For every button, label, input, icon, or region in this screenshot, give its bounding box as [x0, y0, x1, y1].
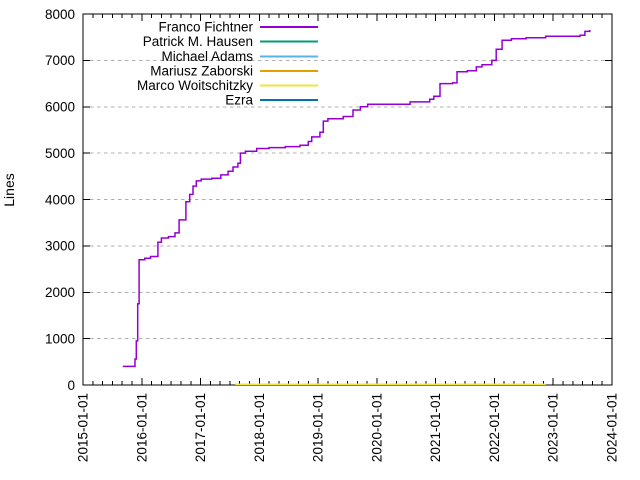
legend-label: Ezra [225, 93, 253, 108]
y-tick-label: 0 [67, 378, 75, 393]
legend-label: Marco Woitschitzky [137, 78, 253, 93]
y-tick-label: 2000 [45, 285, 75, 300]
legend-label: Franco Fichtner [158, 20, 253, 35]
x-tick-label: 2021-01-01 [428, 393, 443, 462]
x-tick-label: 2024-01-01 [605, 393, 620, 462]
legend-label: Mariusz Zaborski [150, 64, 253, 79]
legend-label: Patrick M. Hausen [143, 34, 253, 49]
x-tick-label: 2015-01-01 [76, 393, 91, 462]
x-tick-label: 2019-01-01 [311, 393, 326, 462]
legend: Franco Fichtner Patrick M. Hausen Michae… [137, 20, 318, 108]
y-tick-label: 6000 [45, 100, 75, 115]
y-tick-label: 4000 [45, 192, 75, 207]
x-tick-label: 2020-01-01 [369, 393, 384, 462]
y-tick-label: 1000 [45, 331, 75, 346]
legend-label: Michael Adams [161, 49, 253, 64]
y-tick-label: 8000 [45, 7, 75, 22]
x-tick-label: 2016-01-01 [134, 393, 149, 462]
x-tick-label: 2023-01-01 [546, 393, 561, 462]
y-axis-title: Lines [1, 173, 17, 206]
y-tick-label: 7000 [45, 53, 75, 68]
series-line-franco-fichtner [122, 30, 591, 368]
y-tick-label: 3000 [45, 239, 75, 254]
x-tick-label: 2018-01-01 [252, 393, 267, 462]
y-tick-label: 5000 [45, 146, 75, 161]
x-tick-label: 2017-01-01 [193, 393, 208, 462]
x-tick-label: 2022-01-01 [487, 393, 502, 462]
